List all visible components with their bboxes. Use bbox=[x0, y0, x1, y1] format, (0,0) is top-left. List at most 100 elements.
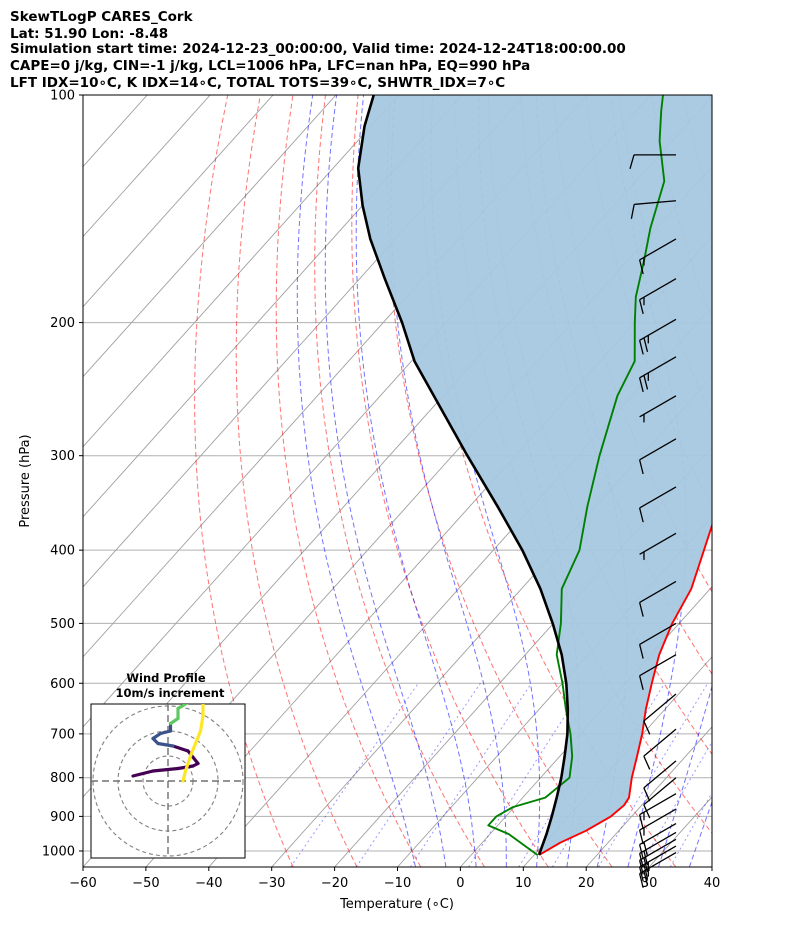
x-tick-label: 20 bbox=[578, 876, 595, 891]
moist-adiabat-line bbox=[390, 95, 507, 867]
wind-profile-inset: Wind Profile 10m/s increment bbox=[90, 671, 246, 859]
x-axis-ticks: −60 −50 −40 −30 −20 −10 0 10 20 30 40 bbox=[69, 867, 720, 891]
wind-barb bbox=[638, 486, 677, 523]
wind-barb bbox=[638, 654, 677, 690]
hodograph-segment bbox=[131, 769, 155, 778]
dry-adiabat-line bbox=[716, 95, 794, 867]
hodograph-segment bbox=[156, 741, 175, 748]
hodograph-segment bbox=[151, 766, 180, 773]
wind-barb bbox=[638, 238, 677, 275]
mixing-ratio-line bbox=[290, 683, 419, 867]
dewpoint-profile-line bbox=[487, 95, 666, 856]
hodograph-segment bbox=[171, 744, 190, 753]
hodograph-segment bbox=[193, 729, 203, 746]
x-tick-label: −30 bbox=[258, 876, 285, 891]
moist-adiabat-line bbox=[658, 95, 712, 867]
isotherm-line bbox=[83, 95, 337, 378]
wind-barb bbox=[643, 693, 677, 735]
wind-barb bbox=[639, 532, 677, 560]
isotherm-line bbox=[83, 95, 463, 518]
wind-barb bbox=[638, 793, 677, 830]
wind-barb bbox=[638, 318, 677, 355]
chart-title: SkewTLogP CARES_Cork Lat: 51.90 Lon: -8.… bbox=[10, 9, 626, 91]
y-tick-label: 300 bbox=[50, 449, 75, 464]
x-axis-label: Temperature (∘C) bbox=[339, 897, 454, 912]
y-tick-label: 900 bbox=[50, 810, 75, 825]
sounding-profiles bbox=[356, 95, 712, 856]
wind-barb bbox=[643, 728, 677, 770]
title-line-2: Lat: 51.90 Lon: -8.48 bbox=[10, 26, 168, 42]
mixing-ratio-line bbox=[669, 791, 712, 867]
x-tick-label: −60 bbox=[69, 876, 96, 891]
x-tick-label: 10 bbox=[515, 876, 532, 891]
y-tick-label: 100 bbox=[50, 89, 75, 104]
y-tick-label: 700 bbox=[50, 727, 75, 742]
wind-barb bbox=[638, 438, 677, 475]
hodograph-segment bbox=[158, 729, 173, 736]
x-tick-label: 0 bbox=[456, 876, 464, 891]
title-line-4: CAPE=0 j/kg, CIN=-1 j/kg, LCL=1006 hPa, … bbox=[10, 58, 530, 74]
hodograph bbox=[91, 704, 245, 858]
x-tick-label: 40 bbox=[704, 876, 721, 891]
x-tick-label: −50 bbox=[132, 876, 159, 891]
mixing-ratio-line bbox=[409, 683, 532, 867]
x-tick-label: 30 bbox=[641, 876, 658, 891]
dry-adiabat-line bbox=[235, 95, 358, 867]
parcel-profile-line bbox=[356, 95, 570, 856]
dry-adiabat-line bbox=[351, 95, 549, 867]
mixing-ratio-lines bbox=[290, 683, 712, 867]
dry-adiabat-line bbox=[749, 95, 794, 867]
hodograph-segment bbox=[176, 704, 189, 711]
y-tick-label: 1000 bbox=[42, 844, 75, 859]
cin-shaded-area bbox=[358, 95, 712, 855]
moist-adiabat-line bbox=[355, 95, 477, 867]
dry-adiabat-line bbox=[275, 95, 422, 867]
inset-title-line-2: 10m/s increment bbox=[116, 686, 225, 700]
wind-barb bbox=[638, 622, 677, 659]
hodograph-segment bbox=[183, 754, 193, 773]
wind-barbs bbox=[629, 154, 677, 888]
title-line-3: Simulation start time: 2024-12-23_00:00:… bbox=[10, 41, 626, 57]
y-tick-label: 800 bbox=[50, 771, 75, 786]
moist-adiabat-line bbox=[752, 95, 794, 867]
wind-barb bbox=[629, 154, 676, 170]
y-tick-label: 400 bbox=[50, 544, 75, 559]
title-line-1: SkewTLogP CARES_Cork bbox=[10, 9, 194, 25]
temperature-profile-line bbox=[538, 522, 712, 856]
wind-barb bbox=[630, 200, 677, 219]
wind-barb bbox=[638, 823, 677, 859]
plot-area bbox=[83, 95, 794, 867]
y-tick-label: 600 bbox=[50, 677, 75, 692]
isotherm-line bbox=[585, 726, 712, 867]
wind-barb bbox=[639, 395, 677, 423]
moist-adiabat-line bbox=[324, 95, 447, 867]
moist-adiabat-line bbox=[296, 95, 416, 867]
dry-adiabat-line bbox=[314, 95, 485, 867]
moist-adiabat-line bbox=[688, 800, 712, 867]
wind-barb bbox=[638, 356, 677, 393]
wind-barb bbox=[638, 808, 677, 845]
wind-barb bbox=[638, 278, 677, 315]
x-tick-label: −40 bbox=[195, 876, 222, 891]
hodograph-segment bbox=[188, 741, 198, 758]
mixing-ratio-line bbox=[355, 683, 481, 867]
hodograph-segment bbox=[181, 769, 188, 783]
title-line-5: LFT IDX=10∘C, K IDX=14∘C, TOTAL TOTS=39∘… bbox=[10, 75, 505, 91]
isotherm-line bbox=[397, 516, 712, 867]
y-axis-ticks: 1000 900 800 700 600 500 400 300 200 100 bbox=[42, 89, 83, 859]
hodograph-segment bbox=[186, 749, 200, 766]
hodograph-segment bbox=[198, 714, 205, 733]
cape-cin-shading bbox=[358, 95, 712, 855]
isotherm-line bbox=[83, 95, 274, 308]
dry-adiabat-line bbox=[782, 95, 794, 867]
x-tick-label: −20 bbox=[321, 876, 348, 891]
mixing-ratio-line bbox=[639, 740, 712, 867]
wind-barb bbox=[638, 580, 677, 617]
y-tick-label: 500 bbox=[50, 617, 75, 632]
isotherm-line bbox=[83, 95, 400, 448]
dry-adiabat-line bbox=[194, 95, 294, 867]
y-axis-label: Pressure (hPa) bbox=[18, 434, 33, 527]
mixing-ratio-line bbox=[597, 683, 709, 867]
y-tick-label: 200 bbox=[50, 316, 75, 331]
